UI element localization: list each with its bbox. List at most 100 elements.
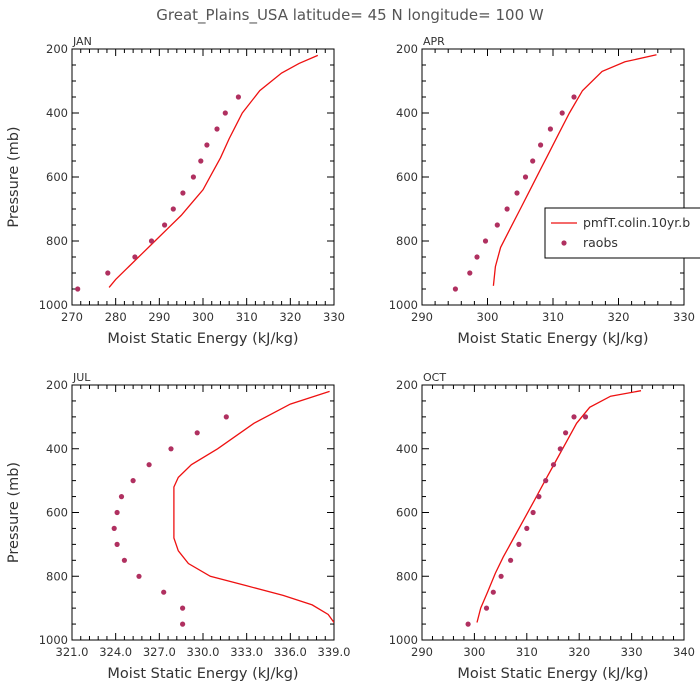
y-tick-label: 800 xyxy=(46,234,68,248)
data-point-raobs xyxy=(530,509,536,516)
x-tick-label: 270 xyxy=(61,310,83,324)
x-tick-label: 300 xyxy=(477,310,499,324)
figure-title: Great_Plains_USA latitude= 45 N longitud… xyxy=(156,6,544,25)
data-point-raobs xyxy=(482,238,489,244)
panel-label: JAN xyxy=(72,35,92,48)
x-tick-label: 300 xyxy=(192,310,214,324)
x-axis-label: Moist Static Energy (kJ/kg) xyxy=(457,666,648,682)
y-tick-label: 600 xyxy=(46,170,68,184)
x-tick-label: 330 xyxy=(673,310,695,324)
plot-area xyxy=(465,390,642,627)
y-tick-label: 800 xyxy=(396,234,418,248)
plot-area xyxy=(75,54,319,292)
series-line-model xyxy=(173,390,334,623)
data-point-raobs xyxy=(516,541,522,548)
data-point-raobs xyxy=(235,94,241,100)
data-point-raobs xyxy=(204,142,210,148)
x-tick-label: 280 xyxy=(105,310,127,324)
data-point-raobs xyxy=(162,222,168,228)
data-point-raobs xyxy=(504,206,510,212)
data-point-raobs xyxy=(559,110,565,116)
series-line-model xyxy=(108,54,319,288)
x-tick-label: 310 xyxy=(516,645,538,659)
data-point-raobs xyxy=(148,238,155,244)
panel-label: APR xyxy=(423,35,445,48)
y-tick-label: 1000 xyxy=(39,298,68,312)
data-point-raobs xyxy=(132,254,138,260)
y-axis-label: Pressure (mb) xyxy=(6,462,22,563)
data-point-raobs xyxy=(130,478,136,484)
x-tick-label: 339.0 xyxy=(318,645,351,659)
y-tick-label: 1000 xyxy=(389,633,418,647)
data-point-raobs xyxy=(180,190,186,196)
legend: pmfT.colin.10yr.b raobs xyxy=(544,207,700,259)
x-tick-label: 321.0 xyxy=(56,645,89,659)
plot-area xyxy=(452,54,657,292)
x-tick-label: 336.0 xyxy=(274,645,307,659)
data-point-raobs xyxy=(536,494,542,500)
panel-label: JUL xyxy=(72,371,91,384)
x-tick-label: 333.0 xyxy=(230,645,263,659)
data-point-raobs xyxy=(223,414,229,420)
data-point-raobs xyxy=(75,286,81,292)
x-tick-label: 330 xyxy=(621,645,643,659)
x-tick-label: 330.0 xyxy=(187,645,220,659)
data-point-raobs xyxy=(170,206,176,212)
data-point-raobs xyxy=(111,525,117,532)
y-axis-label: Pressure (mb) xyxy=(6,126,22,227)
plot-frame xyxy=(421,384,685,641)
data-point-raobs xyxy=(222,110,228,116)
y-tick-label: 1000 xyxy=(389,298,418,312)
data-point-raobs xyxy=(530,158,536,164)
y-tick-label: 1000 xyxy=(39,633,68,647)
x-tick-label: 290 xyxy=(411,310,433,324)
legend-entry-label: raobs xyxy=(583,235,618,250)
x-tick-label: 290 xyxy=(411,645,433,659)
y-tick-label: 200 xyxy=(396,42,418,56)
data-point-raobs xyxy=(168,446,174,452)
data-point-raobs xyxy=(161,589,167,595)
y-tick-label: 400 xyxy=(396,442,418,456)
series-line-model xyxy=(492,54,657,286)
data-point-raobs xyxy=(114,509,120,516)
y-tick-label: 800 xyxy=(46,569,68,583)
data-point-raobs xyxy=(508,557,514,563)
data-point-raobs xyxy=(105,270,111,276)
data-point-raobs xyxy=(146,462,152,468)
data-point-raobs xyxy=(483,605,490,611)
x-tick-label: 320 xyxy=(279,310,301,324)
data-point-raobs xyxy=(550,462,557,468)
panel-oct: OCT 290 300 310 320 330 340 200 400 600 800 1000 Moi… xyxy=(389,371,695,682)
series-line-model xyxy=(476,390,642,623)
data-point-raobs xyxy=(543,478,549,484)
y-tick-label: 400 xyxy=(396,106,418,120)
panel-apr: APR 290 300 310 320 330 200 400 600 800 1000 Moist … xyxy=(389,35,700,347)
data-point-raobs xyxy=(474,254,480,260)
x-tick-label: 330 xyxy=(323,310,345,324)
x-tick-label: 327.0 xyxy=(143,645,176,659)
data-point-raobs xyxy=(538,142,544,148)
data-point-raobs xyxy=(198,158,204,164)
data-point-raobs xyxy=(557,446,563,452)
y-tick-label: 400 xyxy=(46,106,68,120)
plot-frame xyxy=(71,48,335,306)
data-point-raobs xyxy=(563,430,569,436)
x-tick-label: 300 xyxy=(463,645,485,659)
y-tick-label: 600 xyxy=(46,506,68,520)
y-tick-label: 200 xyxy=(46,378,68,392)
x-tick-label: 320 xyxy=(608,310,630,324)
data-point-raobs xyxy=(180,621,186,627)
x-tick-label: 320 xyxy=(568,645,590,659)
x-tick-label: 324.0 xyxy=(99,645,132,659)
y-tick-label: 400 xyxy=(46,442,68,456)
x-axis-label: Moist Static Energy (kJ/kg) xyxy=(457,331,648,347)
data-point-raobs xyxy=(490,589,496,595)
data-point-raobs xyxy=(524,525,530,532)
legend-point-swatch xyxy=(561,240,567,246)
data-point-raobs xyxy=(498,573,504,579)
x-axis-label: Moist Static Energy (kJ/kg) xyxy=(107,331,298,347)
data-point-raobs xyxy=(522,174,529,180)
plot-frame xyxy=(71,384,335,641)
data-point-raobs xyxy=(571,94,577,100)
